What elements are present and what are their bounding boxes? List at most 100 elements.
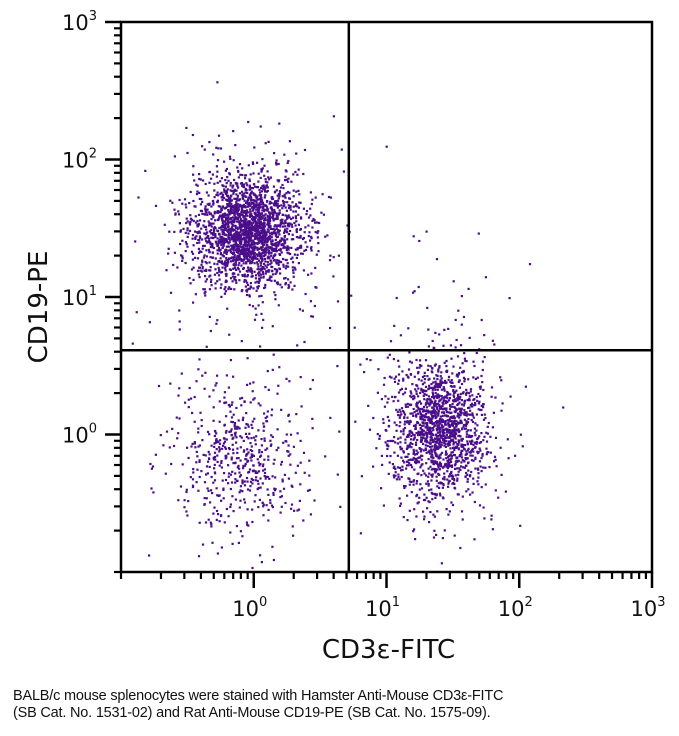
event-point: [396, 410, 399, 414]
event-point: [186, 229, 189, 232]
event-point: [244, 177, 247, 180]
event-point: [484, 276, 487, 279]
event-point: [461, 495, 464, 498]
event-point: [296, 247, 299, 250]
event-point: [232, 209, 235, 212]
event-point: [297, 168, 300, 171]
event-point: [262, 262, 266, 266]
event-point: [243, 231, 246, 234]
event-point: [468, 413, 471, 416]
event-point: [437, 414, 440, 417]
event-point: [214, 257, 217, 260]
event-point: [395, 429, 398, 432]
event-point: [459, 410, 462, 413]
event-point: [414, 458, 417, 461]
event-point: [469, 454, 472, 457]
event-point: [421, 431, 424, 434]
event-point: [198, 191, 201, 194]
event-point: [400, 469, 403, 472]
event-point: [455, 338, 458, 342]
event-point: [190, 445, 193, 448]
event-point: [208, 315, 211, 318]
event-point: [302, 451, 306, 454]
event-point: [457, 429, 460, 432]
event-point: [474, 434, 477, 437]
event-point: [205, 345, 208, 348]
event-point: [253, 248, 256, 251]
event-point: [438, 394, 441, 397]
event-point: [464, 475, 467, 478]
event-point: [472, 482, 475, 485]
event-point: [225, 454, 228, 457]
event-point: [211, 214, 214, 217]
event-point: [232, 192, 235, 195]
event-point: [429, 427, 432, 430]
event-point: [465, 450, 468, 453]
event-point: [395, 424, 398, 427]
event-point: [411, 412, 414, 415]
event-point: [452, 280, 455, 283]
event-point: [280, 463, 283, 466]
event-point: [207, 489, 210, 492]
event-point: [468, 399, 471, 402]
event-point: [263, 208, 266, 211]
event-point: [462, 404, 465, 407]
event-point: [430, 479, 433, 482]
event-point: [193, 230, 197, 233]
event-point: [465, 430, 468, 433]
event-point: [207, 518, 210, 521]
event-point: [401, 465, 404, 468]
event-point: [229, 410, 232, 413]
event-point: [447, 455, 450, 458]
event-point: [258, 498, 261, 501]
event-point: [205, 262, 208, 265]
event-point: [478, 385, 481, 389]
event-point: [169, 291, 173, 294]
event-point: [244, 432, 248, 435]
event-point: [261, 248, 264, 252]
event-point: [198, 241, 201, 244]
event-point: [425, 451, 428, 454]
event-point: [229, 220, 232, 223]
event-point: [414, 425, 417, 428]
event-point: [363, 371, 366, 374]
event-point: [288, 140, 291, 143]
event-point: [272, 558, 275, 562]
event-point: [231, 280, 234, 283]
event-point: [259, 264, 262, 267]
event-point: [254, 443, 257, 446]
event-point: [270, 236, 273, 239]
event-point: [264, 232, 267, 235]
event-point: [311, 427, 314, 430]
event-point: [273, 228, 277, 231]
event-point: [281, 222, 284, 225]
event-point: [242, 237, 246, 240]
event-point: [275, 200, 278, 203]
event-point: [424, 403, 427, 406]
event-point: [256, 280, 259, 283]
event-point: [248, 432, 251, 435]
event-point: [226, 307, 229, 310]
event-point: [213, 506, 216, 509]
event-point: [409, 395, 412, 398]
event-point: [477, 476, 480, 479]
event-point: [393, 377, 396, 380]
event-point: [427, 378, 430, 381]
event-point: [439, 453, 442, 456]
event-point: [437, 396, 440, 399]
event-point: [245, 226, 248, 229]
event-point: [231, 272, 234, 275]
event-point: [412, 424, 416, 427]
event-point: [229, 248, 232, 251]
event-point: [305, 248, 308, 251]
event-point: [232, 238, 235, 241]
event-point: [253, 199, 256, 202]
event-point: [209, 256, 212, 259]
event-point: [483, 356, 486, 359]
event-point: [214, 458, 217, 461]
event-point: [238, 220, 241, 223]
event-point: [294, 170, 297, 174]
event-point: [451, 424, 454, 427]
event-point: [291, 485, 294, 488]
event-point: [232, 211, 235, 215]
